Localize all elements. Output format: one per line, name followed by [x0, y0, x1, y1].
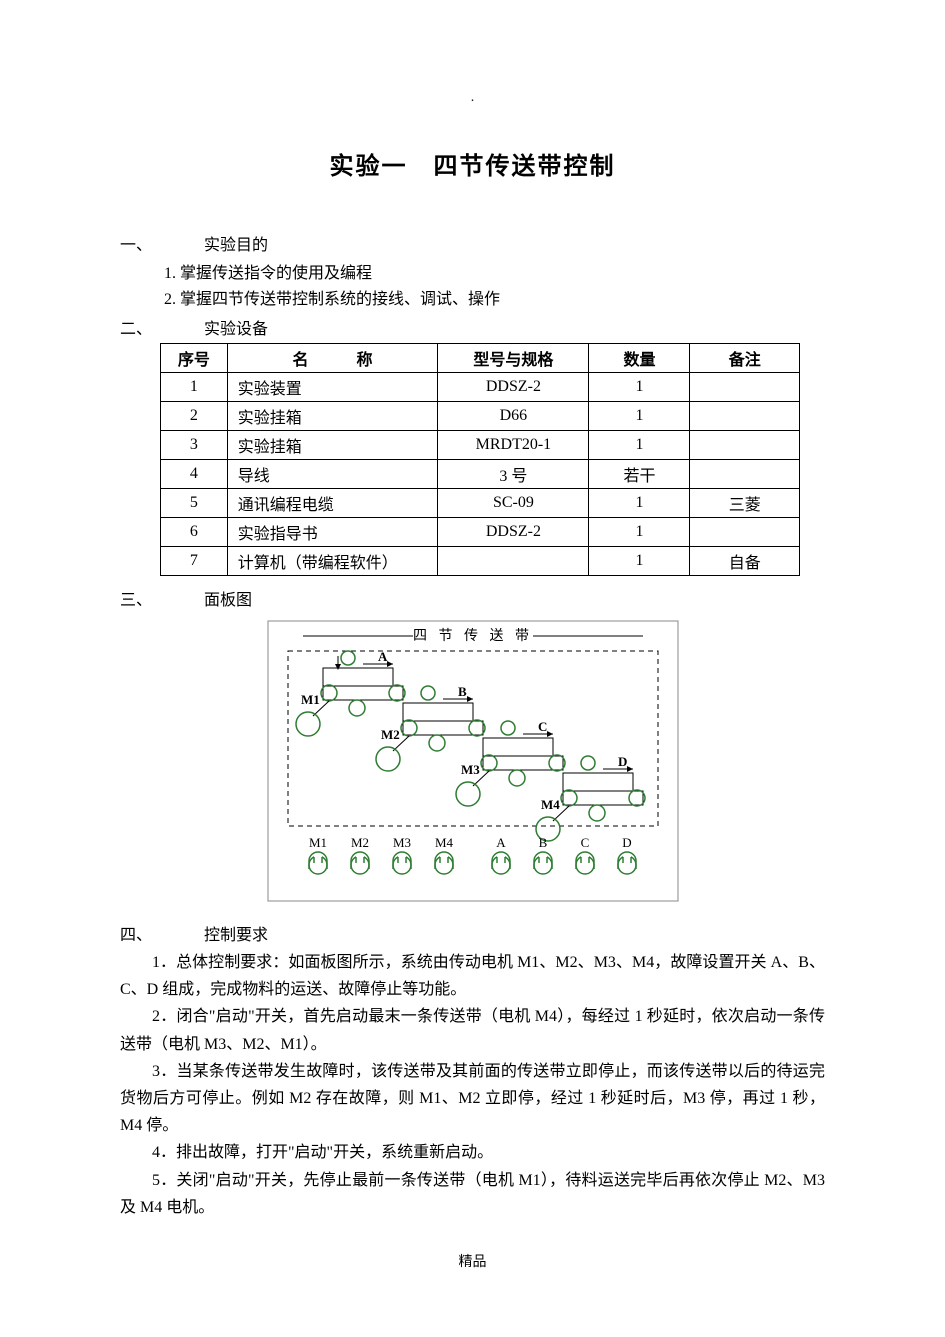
section-num: 四、 — [120, 921, 200, 945]
table-row: 2实验挂箱D661 — [161, 402, 800, 431]
table-row: 6实验指导书DDSZ-21 — [161, 518, 800, 547]
table-cell: 7 — [161, 547, 228, 576]
table-row: 4导线3 号若干 — [161, 460, 800, 489]
table-cell: 三菱 — [690, 489, 800, 518]
page-title: 实验一 四节传送带控制 — [120, 146, 825, 181]
page-footer: 精品 — [120, 1251, 825, 1271]
table-cell: DDSZ-2 — [438, 373, 589, 402]
table-cell: 1 — [589, 489, 690, 518]
table-header: 序号 — [161, 344, 228, 373]
table-row: 5通讯编程电缆SC-091三菱 — [161, 489, 800, 518]
table-cell — [438, 547, 589, 576]
top-dot: . — [120, 90, 825, 106]
table-cell: 通讯编程电缆 — [227, 489, 438, 518]
svg-text:M4: M4 — [434, 835, 453, 850]
svg-text:D: D — [622, 835, 631, 850]
table-header: 型号与规格 — [438, 344, 589, 373]
table-cell: 计算机（带编程软件） — [227, 547, 438, 576]
table-cell: MRDT20-1 — [438, 431, 589, 460]
section-label: 控制要求 — [204, 921, 268, 945]
table-cell: DDSZ-2 — [438, 518, 589, 547]
table-cell: D66 — [438, 402, 589, 431]
table-cell: 1 — [589, 373, 690, 402]
table-cell — [690, 518, 800, 547]
conveyor-diagram: 四 节 传 送 带 A M1 B M2 C M3 D M4 M1 M2 M3 M4 A B C D — [263, 616, 683, 906]
requirement-para: 2．闭合"启动"开关，首先启动最末一条传送带（电机 M4），每经过 1 秒延时，… — [120, 1003, 825, 1057]
svg-text:四 节 传 送 带: 四 节 传 送 带 — [413, 628, 533, 644]
svg-text:A: A — [378, 649, 388, 664]
table-cell: 5 — [161, 489, 228, 518]
aims-list: 掌握传送指令的使用及编程掌握四节传送带控制系统的接线、调试、操作 — [180, 259, 825, 309]
section-num: 三、 — [120, 586, 200, 610]
section-label: 实验设备 — [204, 315, 268, 339]
table-cell: 1 — [589, 547, 690, 576]
table-cell: 3 — [161, 431, 228, 460]
svg-text:M2: M2 — [350, 835, 368, 850]
table-cell: 实验挂箱 — [227, 402, 438, 431]
section-label: 面板图 — [204, 586, 252, 610]
table-header: 备注 — [690, 344, 800, 373]
svg-text:B: B — [458, 684, 467, 699]
svg-text:B: B — [538, 835, 547, 850]
list-item: 掌握四节传送带控制系统的接线、调试、操作 — [180, 285, 825, 309]
section-3-heading: 三、 面板图 — [120, 586, 825, 610]
section-label: 实验目的 — [204, 231, 268, 255]
table-cell: 1 — [589, 431, 690, 460]
svg-text:M4: M4 — [541, 797, 560, 812]
table-cell: 导线 — [227, 460, 438, 489]
svg-text:C: C — [538, 719, 547, 734]
svg-text:M1: M1 — [301, 692, 320, 707]
requirement-para: 3．当某条传送带发生故障时，该传送带及其前面的传送带立即停止，而该传送带以后的待… — [120, 1058, 825, 1140]
requirements-text: 1．总体控制要求：如面板图所示，系统由传动电机 M1、M2、M3、M4，故障设置… — [120, 949, 825, 1221]
svg-text:D: D — [618, 754, 627, 769]
table-cell: 2 — [161, 402, 228, 431]
table-cell: 4 — [161, 460, 228, 489]
table-cell: 若干 — [589, 460, 690, 489]
table-cell: 1 — [161, 373, 228, 402]
table-row: 3实验挂箱MRDT20-11 — [161, 431, 800, 460]
section-4-heading: 四、 控制要求 — [120, 921, 825, 945]
table-cell — [690, 460, 800, 489]
table-cell: 实验挂箱 — [227, 431, 438, 460]
svg-text:M2: M2 — [381, 727, 400, 742]
table-header: 数量 — [589, 344, 690, 373]
table-cell: 实验装置 — [227, 373, 438, 402]
table-cell: 自备 — [690, 547, 800, 576]
section-1-heading: 一、 实验目的 — [120, 231, 825, 255]
table-cell: 1 — [589, 402, 690, 431]
table-row: 7计算机（带编程软件） 1自备 — [161, 547, 800, 576]
page: . 实验一 四节传送带控制 一、 实验目的 掌握传送指令的使用及编程掌握四节传送… — [0, 0, 945, 1311]
table-cell: 1 — [589, 518, 690, 547]
requirement-para: 5．关闭"启动"开关，先停止最前一条传送带（电机 M1），待料运送完毕后再依次停… — [120, 1167, 825, 1221]
table-cell: SC-09 — [438, 489, 589, 518]
table-header: 名 称 — [227, 344, 438, 373]
table-row: 1实验装置DDSZ-21 — [161, 373, 800, 402]
requirement-para: 1．总体控制要求：如面板图所示，系统由传动电机 M1、M2、M3、M4，故障设置… — [120, 949, 825, 1003]
svg-text:C: C — [580, 835, 589, 850]
svg-text:M3: M3 — [461, 762, 480, 777]
diagram-wrap: 四 节 传 送 带 A M1 B M2 C M3 D M4 M1 M2 M3 M4 A B C D — [120, 616, 825, 911]
svg-text:A: A — [496, 835, 506, 850]
table-cell — [690, 402, 800, 431]
section-num: 一、 — [120, 231, 200, 255]
table-cell: 实验指导书 — [227, 518, 438, 547]
table-cell — [690, 373, 800, 402]
section-num: 二、 — [120, 315, 200, 339]
equipment-table: 序号名 称型号与规格数量备注1实验装置DDSZ-212实验挂箱D6613实验挂箱… — [160, 343, 800, 576]
table-cell: 3 号 — [438, 460, 589, 489]
list-item: 掌握传送指令的使用及编程 — [180, 259, 825, 283]
svg-text:M3: M3 — [392, 835, 410, 850]
svg-text:M1: M1 — [308, 835, 326, 850]
requirement-para: 4．排出故障，打开"启动"开关，系统重新启动。 — [120, 1139, 825, 1166]
table-cell — [690, 431, 800, 460]
section-2-heading: 二、 实验设备 — [120, 315, 825, 339]
table-cell: 6 — [161, 518, 228, 547]
